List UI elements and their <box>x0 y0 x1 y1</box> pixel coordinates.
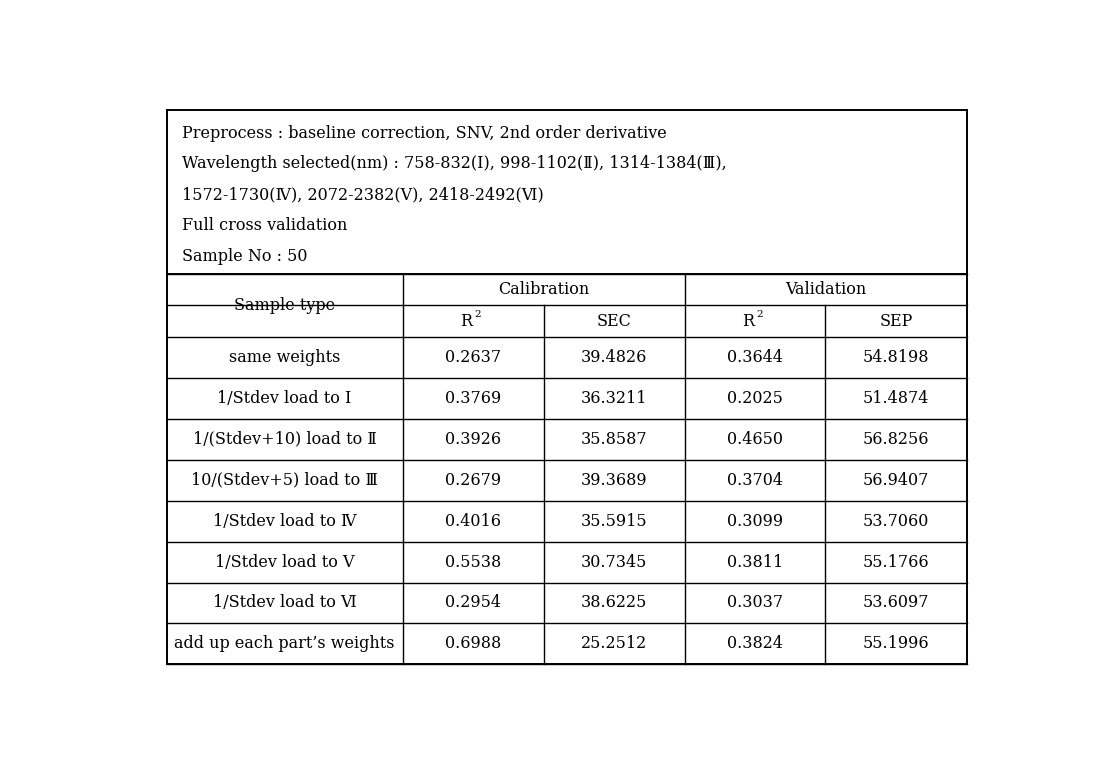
Bar <box>167 274 967 664</box>
Text: 0.2637: 0.2637 <box>445 349 501 366</box>
Text: 0.4016: 0.4016 <box>445 513 501 530</box>
Text: 10/(Stdev+5) load to Ⅲ: 10/(Stdev+5) load to Ⅲ <box>191 472 378 489</box>
Text: 54.8198: 54.8198 <box>863 349 929 366</box>
Text: Preprocess : baseline correction, SNV, 2nd order derivative: Preprocess : baseline correction, SNV, 2… <box>182 125 667 142</box>
Text: 0.3037: 0.3037 <box>727 594 783 612</box>
Text: SEP: SEP <box>879 313 912 330</box>
Text: 1/Stdev load to Ⅰ: 1/Stdev load to Ⅰ <box>218 390 352 407</box>
Text: 0.3824: 0.3824 <box>727 635 783 652</box>
Text: 56.9407: 56.9407 <box>863 472 929 489</box>
Text: same weights: same weights <box>229 349 341 366</box>
Text: 0.3099: 0.3099 <box>727 513 783 530</box>
Text: 0.3926: 0.3926 <box>445 431 501 447</box>
Bar <box>167 110 967 274</box>
Text: R: R <box>460 313 472 330</box>
Text: add up each part’s weights: add up each part’s weights <box>175 635 395 652</box>
Text: 1/Stdev load to Ⅳ: 1/Stdev load to Ⅳ <box>212 513 356 530</box>
Text: Sample No : 50: Sample No : 50 <box>182 247 307 265</box>
Text: 53.6097: 53.6097 <box>863 594 929 612</box>
Text: 1/Stdev load to Ⅵ: 1/Stdev load to Ⅵ <box>212 594 356 612</box>
Text: 1572-1730(Ⅳ), 2072-2382(Ⅴ), 2418-2492(Ⅵ): 1572-1730(Ⅳ), 2072-2382(Ⅴ), 2418-2492(Ⅵ) <box>182 186 544 203</box>
Text: Validation: Validation <box>785 281 866 298</box>
Text: 35.5915: 35.5915 <box>581 513 647 530</box>
Text: Full cross validation: Full cross validation <box>182 217 347 234</box>
Text: Wavelength selected(nm) : 758-832(Ⅰ), 998-1102(Ⅱ), 1314-1384(Ⅲ),: Wavelength selected(nm) : 758-832(Ⅰ), 99… <box>182 155 727 173</box>
Text: 0.2025: 0.2025 <box>727 390 783 407</box>
Text: 0.2954: 0.2954 <box>445 594 501 612</box>
Text: 2: 2 <box>474 310 481 319</box>
Text: 55.1766: 55.1766 <box>863 553 929 571</box>
Text: 35.8587: 35.8587 <box>581 431 647 447</box>
Text: SEC: SEC <box>596 313 632 330</box>
Text: Sample type: Sample type <box>234 297 335 314</box>
Text: 30.7345: 30.7345 <box>581 553 647 571</box>
Text: 36.3211: 36.3211 <box>581 390 647 407</box>
Text: Calibration: Calibration <box>498 281 589 298</box>
Text: 1/(Stdev+10) load to Ⅱ: 1/(Stdev+10) load to Ⅱ <box>192 431 376 447</box>
Text: 38.6225: 38.6225 <box>581 594 647 612</box>
Text: 0.5538: 0.5538 <box>445 553 501 571</box>
Text: 2: 2 <box>755 310 762 319</box>
Text: 1/Stdev load to Ⅴ: 1/Stdev load to Ⅴ <box>215 553 354 571</box>
Text: 0.6988: 0.6988 <box>445 635 501 652</box>
Text: 56.8256: 56.8256 <box>863 431 929 447</box>
Text: 0.3644: 0.3644 <box>727 349 783 366</box>
Text: 0.4650: 0.4650 <box>727 431 783 447</box>
Text: 55.1996: 55.1996 <box>863 635 929 652</box>
Text: R: R <box>742 313 754 330</box>
Text: 53.7060: 53.7060 <box>863 513 929 530</box>
Text: 0.3769: 0.3769 <box>445 390 501 407</box>
Text: 39.4826: 39.4826 <box>581 349 647 366</box>
Text: 39.3689: 39.3689 <box>581 472 647 489</box>
Text: 0.2679: 0.2679 <box>445 472 501 489</box>
Text: 0.3704: 0.3704 <box>727 472 783 489</box>
Text: 25.2512: 25.2512 <box>581 635 647 652</box>
Text: 51.4874: 51.4874 <box>863 390 929 407</box>
Text: 0.3811: 0.3811 <box>727 553 783 571</box>
